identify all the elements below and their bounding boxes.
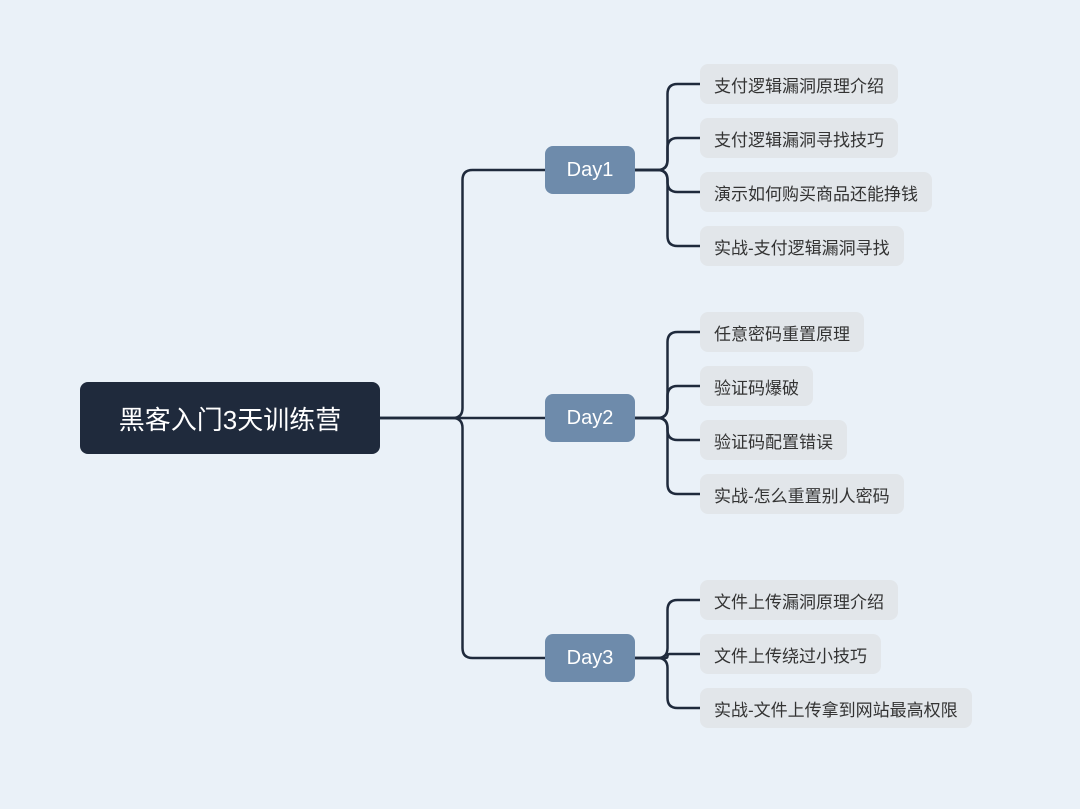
mindmap-canvas: 黑客入门3天训练营 Day1 Day2 Day3 支付逻辑漏洞原理介绍支付逻辑漏洞寻找技… (0, 0, 1080, 809)
leaf-node: 实战-怎么重置别人密码 (700, 474, 904, 514)
mid-label: Day1 (567, 159, 614, 182)
leaf-node: 验证码爆破 (700, 366, 813, 406)
leaf-label: 实战-支付逻辑漏洞寻找 (714, 234, 890, 259)
leaf-label: 支付逻辑漏洞寻找技巧 (714, 126, 884, 151)
leaf-label: 实战-文件上传拿到网站最高权限 (714, 696, 958, 721)
leaf-node: 验证码配置错误 (700, 420, 847, 460)
leaf-node: 支付逻辑漏洞寻找技巧 (700, 118, 898, 158)
leaf-label: 验证码配置错误 (714, 428, 833, 453)
root-node: 黑客入门3天训练营 (80, 382, 380, 454)
leaf-label: 文件上传绕过小技巧 (714, 642, 867, 667)
leaf-node: 实战-支付逻辑漏洞寻找 (700, 226, 904, 266)
leaf-node: 实战-文件上传拿到网站最高权限 (700, 688, 972, 728)
leaf-label: 支付逻辑漏洞原理介绍 (714, 72, 884, 97)
leaf-label: 验证码爆破 (714, 374, 799, 399)
leaf-node: 任意密码重置原理 (700, 312, 864, 352)
mid-label: Day3 (567, 647, 614, 670)
mid-node-day1: Day1 (545, 146, 635, 194)
leaf-label: 演示如何购买商品还能挣钱 (714, 180, 918, 205)
leaf-node: 文件上传绕过小技巧 (700, 634, 881, 674)
root-label: 黑客入门3天训练营 (119, 400, 341, 437)
leaf-label: 实战-怎么重置别人密码 (714, 482, 890, 507)
mid-node-day2: Day2 (545, 394, 635, 442)
leaf-label: 文件上传漏洞原理介绍 (714, 588, 884, 613)
mid-label: Day2 (567, 407, 614, 430)
leaf-node: 演示如何购买商品还能挣钱 (700, 172, 932, 212)
leaf-node: 支付逻辑漏洞原理介绍 (700, 64, 898, 104)
leaf-label: 任意密码重置原理 (714, 320, 850, 345)
leaf-node: 文件上传漏洞原理介绍 (700, 580, 898, 620)
mid-node-day3: Day3 (545, 634, 635, 682)
